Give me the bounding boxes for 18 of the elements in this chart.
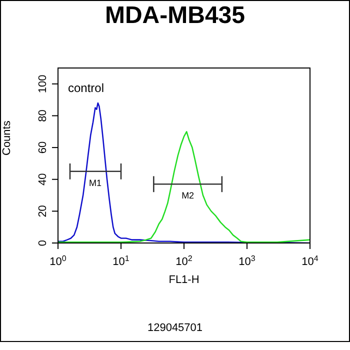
x-tick-label: 10$^{4}$ [302,254,319,268]
y-tick-label: 20 [37,205,49,218]
y-tick-label: 0 [37,240,49,246]
x-tick-label: 10$^{1}$ [112,254,130,268]
text: 129045701 [146,322,204,334]
x-tick-label: 10$^{2}$ [176,254,193,268]
y-tick-label: 60 [37,141,49,154]
x-tick-label: 10$^{0}$ [50,254,67,268]
annotation: M2 [182,190,194,201]
chart-title: MDA-MB435 [104,2,246,30]
y-axis-title: Counts [0,120,13,156]
y-tick-label: 40 [37,173,49,186]
x-axis-title: FL1-H [168,274,200,286]
annotation: M1 [88,178,102,188]
y-tick-label: 100 [37,74,49,94]
x-tick-label: 10$^{3}$ [238,254,256,268]
y-tick-label: 80 [37,110,49,122]
annotation: control [68,81,104,95]
